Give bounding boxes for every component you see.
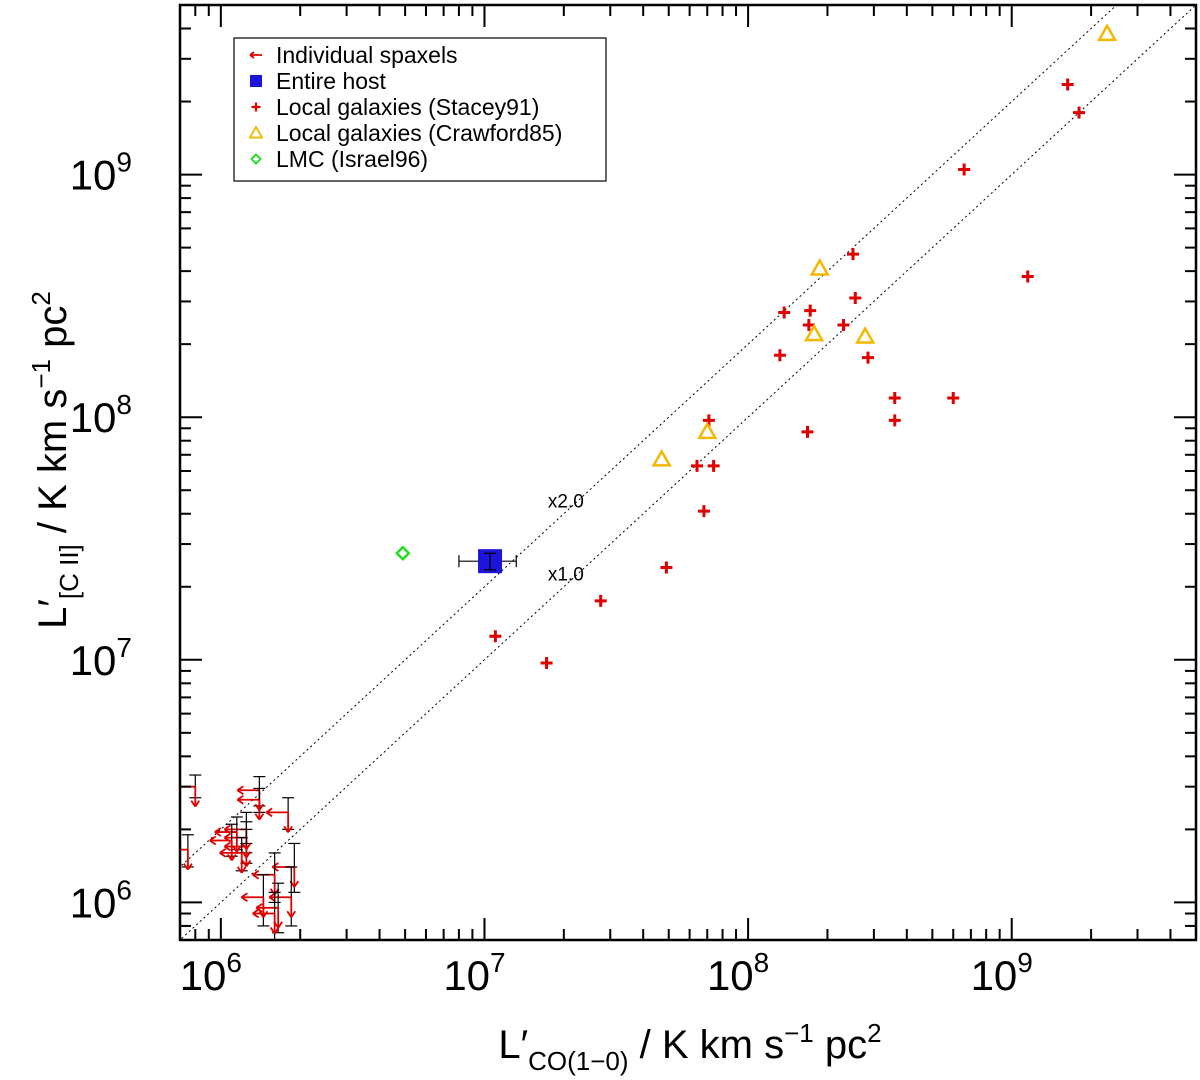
legend-entry-local-galaxies-stacey91: Local galaxies (Stacey91): [251, 94, 539, 120]
data-point: [265, 797, 295, 833]
data-point: [803, 323, 825, 342]
series-entire-host: [458, 549, 517, 574]
data-point: [958, 163, 971, 176]
data-point: [594, 594, 607, 607]
data-point: [855, 326, 876, 344]
legend-marker: [250, 153, 262, 165]
data-points: [180, 23, 1118, 940]
data-point: [888, 414, 901, 427]
data-point: [1021, 270, 1034, 283]
data-point: [458, 549, 517, 574]
data-point: [697, 505, 710, 518]
x-tick-label: 108: [707, 947, 769, 999]
legend-entry-entire-host: Entire host: [250, 68, 387, 94]
reference-line-label: x1.0: [548, 565, 584, 586]
data-point: [489, 630, 502, 643]
series-local-galaxies-crawford85: [651, 23, 1118, 467]
data-point: [660, 561, 673, 574]
x-tick-label: 107: [443, 947, 505, 999]
legend-marker: [250, 75, 262, 87]
data-point: [837, 318, 850, 331]
data-point: [862, 351, 875, 364]
series-local-galaxies-stacey91: [489, 78, 1086, 670]
data-point: [271, 842, 301, 893]
legend-marker: [249, 51, 262, 59]
y-tick-label: 106: [70, 874, 132, 926]
data-point: [540, 657, 553, 670]
data-point: [180, 774, 202, 808]
legend-label: LMC (Israel96): [276, 146, 428, 172]
data-point: [778, 306, 791, 319]
data-point: [773, 349, 786, 362]
legend-label: Local galaxies (Crawford85): [276, 120, 562, 146]
data-point: [214, 816, 243, 853]
y-axis-label: L′[C II] / K km s−1 pc2: [26, 291, 84, 629]
legend-marker: [248, 125, 264, 139]
legend-label: Local galaxies (Stacey91): [276, 94, 539, 120]
data-point: [223, 828, 253, 868]
data-point: [888, 391, 901, 404]
data-point: [268, 866, 298, 927]
y-tick-label: 109: [70, 147, 132, 199]
y-tick-label: 107: [70, 632, 132, 684]
data-point: [697, 421, 718, 440]
data-point: [691, 459, 704, 472]
legend-box: [233, 37, 607, 182]
data-point: [847, 248, 860, 261]
reference-line-x2-0: [180, 5, 1118, 868]
data-point: [395, 545, 411, 561]
legend-label: Individual spaxels: [276, 42, 458, 68]
legend-entry-individual-spaxels: Individual spaxels: [249, 42, 458, 68]
data-point: [1073, 106, 1086, 119]
data-point: [1096, 23, 1118, 42]
data-point: [236, 787, 266, 821]
legend-label: Entire host: [276, 68, 387, 94]
data-point: [651, 448, 672, 467]
data-point: [180, 834, 194, 871]
x-tick-label: 106: [180, 947, 242, 999]
y-tick-label: 108: [70, 389, 132, 441]
x-tick-label: 109: [971, 947, 1033, 999]
x-axis-label: L′CO(1−0) / K km s−1 pc2: [498, 1018, 881, 1076]
data-point: [1061, 78, 1074, 91]
data-point: [947, 391, 960, 404]
legend-entry-local-galaxies-crawford85: Local galaxies (Crawford85): [248, 120, 562, 146]
reference-line-label: x2.0: [548, 492, 584, 513]
data-point: [209, 823, 238, 861]
data-point: [255, 882, 285, 934]
axis-labels: x2.0 x1.0 106 106 107 107 108 108 109 109 L′CO(1−0…: [26, 147, 1033, 1076]
legend-entry-lmc-israel96: LMC (Israel96): [250, 146, 428, 172]
data-point: [801, 425, 814, 438]
data-point: [809, 258, 830, 276]
axis-ticks: [179, 4, 1197, 941]
legend-marker: [251, 102, 261, 112]
data-point: [849, 291, 862, 304]
data-point: [240, 874, 270, 927]
plot-frame: [178, 3, 1198, 942]
data-point: [804, 304, 817, 317]
series-individual-spaxels: [180, 774, 301, 940]
series-lmc-israel96: [395, 545, 411, 561]
data-point: [219, 836, 248, 874]
data-point: [236, 776, 266, 811]
data-point: [707, 459, 720, 472]
data-point: [802, 318, 815, 331]
